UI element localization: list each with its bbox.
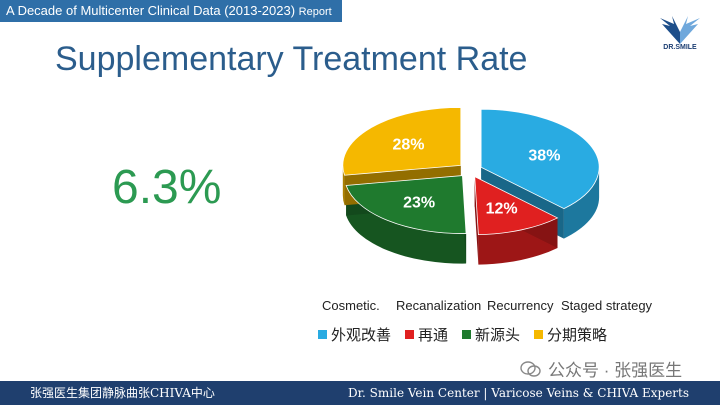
legend-item: 再通 (405, 324, 448, 345)
legend-label: 再通 (418, 327, 449, 344)
legend-label: 分期策略 (547, 327, 608, 344)
legend-item: 新源头 (462, 324, 520, 345)
pie-slice-1 (474, 175, 559, 235)
english-label-staged-strategy: Staged strategy (561, 298, 653, 313)
legend-swatch (318, 330, 327, 339)
pie-tops (342, 108, 600, 235)
report-banner-title: A Decade of Multicenter Clinical Data (2… (6, 3, 296, 18)
legend-label: 新源头 (475, 327, 521, 344)
watermark-text: 公众号 · 张强医生 (548, 361, 683, 380)
pie-slice-3 (342, 108, 462, 176)
legend-swatch (462, 330, 472, 339)
supplementary-rate-value: 6.3% (112, 161, 222, 214)
legend-item: 分期策略 (534, 324, 607, 345)
legend-item: 外观改善 (318, 324, 391, 345)
report-banner-suffix: Report (298, 6, 332, 18)
pie-chart: 38% 12% 23% 28% (342, 108, 600, 265)
wechat-icon (520, 360, 541, 377)
dr-smile-logo-icon (660, 16, 700, 44)
page-title: Supplementary Treatment Rate (55, 40, 528, 78)
pie-slice-side (563, 167, 600, 239)
legend-swatch (534, 330, 544, 339)
pie-value-label: 12% (486, 201, 518, 218)
legend-label: 外观改善 (331, 327, 392, 344)
footer-left-text: 张强医生集团静脉曲张CHIVA中心 (30, 386, 215, 400)
logo-text: DR.SMILE (663, 44, 697, 51)
pie-slice-wall (474, 176, 479, 265)
footer-bar: 张强医生集团静脉曲张CHIVA中心 Dr. Smile Vein Center … (0, 381, 720, 405)
pie-slice-0 (480, 108, 600, 210)
pie-labels: 38% 12% 23% 28% (392, 137, 560, 218)
pie-value-label: 38% (528, 148, 560, 165)
pie-value-label: 23% (403, 195, 435, 212)
legend-swatch (405, 330, 415, 339)
pie-slice-2 (345, 175, 467, 234)
chart-legend: 外观改善 再通 新源头 分期策略 (318, 324, 607, 345)
pie-slice-side (346, 185, 467, 264)
footer-right-text: Dr. Smile Vein Center | Varicose Veins &… (348, 386, 690, 400)
english-label-cosmetic: Cosmetic. (322, 298, 380, 313)
report-banner: A Decade of Multicenter Clinical Data (2… (0, 0, 342, 22)
wechat-watermark: 公众号 · 张强医生 (520, 356, 682, 381)
pie-value-label: 28% (392, 137, 424, 154)
pie-slice-side (342, 165, 345, 206)
english-label-recanalization: Recanalization (396, 298, 482, 313)
english-label-recurrency: Recurrency (487, 298, 554, 313)
